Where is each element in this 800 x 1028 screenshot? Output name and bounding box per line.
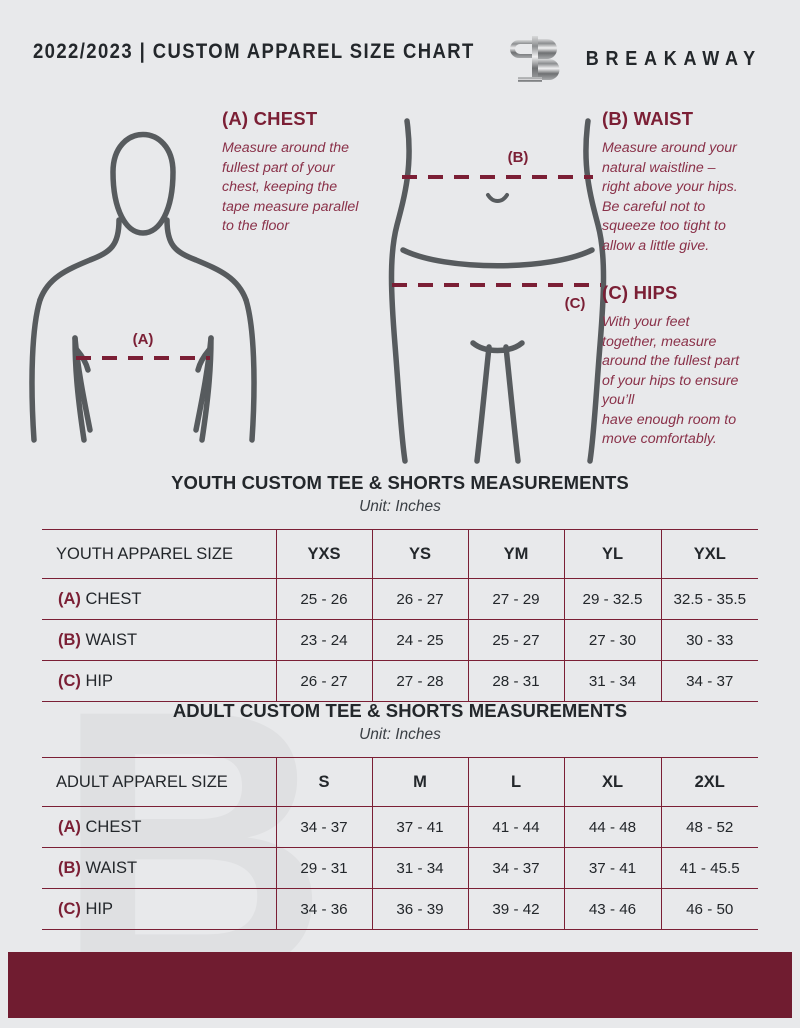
measurement-cell: 48 - 52: [660, 806, 758, 848]
measurement-cell: 26 - 27: [371, 578, 468, 620]
measurement-row-label: (A) CHEST: [42, 806, 277, 848]
measurement-cell: 34 - 37: [660, 660, 758, 702]
table-row: (C) HIP 26 - 27 27 - 28 28 - 31 31 - 34 34 - …: [42, 660, 758, 702]
measurement-tag: (C): [58, 671, 81, 690]
waist-measure-label: (B): [508, 149, 529, 166]
measurement-cell: 41 - 44: [467, 806, 564, 848]
hip-measure-label: (C): [565, 295, 586, 312]
size-column-header: L: [467, 757, 564, 807]
table-row: (C) HIP 34 - 36 36 - 39 39 - 42 43 - 46 46 - …: [42, 888, 758, 930]
measurement-cell: 29 - 31: [275, 847, 372, 889]
note-hips-body: With your feet together, measure around …: [602, 314, 740, 447]
measurement-cell: 27 - 30: [563, 619, 661, 661]
brand-name: BREAKAWAY: [586, 47, 763, 70]
note-hips: (C) HIPS With your feet together, measur…: [602, 282, 782, 450]
measurement-cell: 36 - 39: [371, 888, 468, 930]
size-column-header: YXL: [660, 529, 758, 579]
measurement-cell: 31 - 34: [371, 847, 468, 889]
measurement-row-label: (C) HIP: [42, 660, 277, 702]
measurement-cell: 34 - 37: [467, 847, 564, 889]
measurement-cell: 32.5 - 35.5: [660, 578, 758, 620]
measurement-cell: 25 - 26: [275, 578, 372, 620]
measurement-tag: (B): [58, 858, 81, 877]
measurement-cell: 24 - 25: [371, 619, 468, 661]
measurement-tag: (A): [58, 817, 81, 836]
size-column-header: XL: [563, 757, 661, 807]
size-column-header: 2XL: [660, 757, 758, 807]
measurement-cell: 34 - 37: [275, 806, 372, 848]
measurement-cell: 37 - 41: [371, 806, 468, 848]
note-hips-title: (C) HIPS: [602, 282, 678, 303]
adult-size-table: ADULT APPAREL SIZE S M L XL 2XL (A) CHEST 34 - …: [42, 757, 758, 930]
measurement-tag: (B): [58, 630, 81, 649]
measurement-tag: (C): [58, 899, 81, 918]
brand-block: BREAKAWAY: [510, 33, 772, 85]
note-waist-title: (B) WAIST: [602, 108, 694, 129]
measurement-cell: 39 - 42: [467, 888, 564, 930]
measurement-cell: 31 - 34: [563, 660, 661, 702]
youth-measurements-section: YOUTH CUSTOM TEE & SHORTS MEASUREMENTS U…: [42, 472, 758, 702]
table-row: (B) WAIST 29 - 31 31 - 34 34 - 37 37 - 41 41 …: [42, 847, 758, 889]
measurement-cell: 41 - 45.5: [660, 847, 758, 889]
note-chest-body: Measure around the fullest part of your …: [222, 140, 359, 234]
note-chest-title: (A) CHEST: [222, 108, 318, 129]
table-row: (B) WAIST 23 - 24 24 - 25 25 - 27 27 - 30 30 …: [42, 619, 758, 661]
table-header-label: YOUTH APPAREL SIZE: [42, 529, 277, 579]
table-header-row: ADULT APPAREL SIZE S M L XL 2XL: [42, 757, 758, 807]
size-column-header: S: [275, 757, 372, 807]
measurement-cell: 43 - 46: [563, 888, 661, 930]
note-waist: (B) WAIST Measure around your natural wa…: [602, 108, 777, 256]
measurement-row-label: (A) CHEST: [42, 578, 277, 620]
youth-size-table: YOUTH APPAREL SIZE YXS YS YM YL YXL (A) CHEST 2…: [42, 529, 758, 702]
adult-table-title: ADULT CUSTOM TEE & SHORTS MEASUREMENTS: [172, 700, 628, 721]
measurement-cell: 44 - 48: [563, 806, 661, 848]
measurement-cell: 37 - 41: [563, 847, 661, 889]
measurement-cell: 27 - 29: [467, 578, 564, 620]
breakaway-b-monogram-icon: [510, 36, 560, 82]
lower-body-hips-icon: (B) (C): [388, 118, 607, 464]
size-column-header: YL: [563, 529, 661, 579]
table-row: (A) CHEST 25 - 26 26 - 27 27 - 29 29 - 32.5 3…: [42, 578, 758, 620]
upper-body-torso-icon: (A): [29, 131, 257, 443]
size-column-header: YXS: [275, 529, 372, 579]
page-title: 2022/2023 | CUSTOM APPAREL SIZE CHART: [33, 40, 475, 63]
size-column-header: YS: [371, 529, 468, 579]
measurement-cell: 26 - 27: [275, 660, 372, 702]
note-waist-body: Measure around your natural waistline – …: [602, 140, 738, 254]
measurement-cell: 46 - 50: [660, 888, 758, 930]
footer-bar: [8, 952, 792, 1018]
measurement-cell: 30 - 33: [660, 619, 758, 661]
measurement-cell: 25 - 27: [467, 619, 564, 661]
measurement-tag: (A): [58, 589, 81, 608]
measurement-cell: 28 - 31: [467, 660, 564, 702]
measurement-cell: 34 - 36: [275, 888, 372, 930]
table-header-row: YOUTH APPAREL SIZE YXS YS YM YL YXL: [42, 529, 758, 579]
note-chest: (A) CHEST Measure around the fullest par…: [222, 108, 402, 237]
measurement-row-label: (C) HIP: [42, 888, 277, 930]
youth-table-title: YOUTH CUSTOM TEE & SHORTS MEASUREMENTS: [171, 472, 629, 493]
measurement-cell: 29 - 32.5: [563, 578, 661, 620]
measurement-row-label: (B) WAIST: [42, 619, 277, 661]
measurement-cell: 23 - 24: [275, 619, 372, 661]
size-column-header: YM: [467, 529, 564, 579]
measurement-cell: 27 - 28: [371, 660, 468, 702]
table-row: (A) CHEST 34 - 37 37 - 41 41 - 44 44 - 48 48 …: [42, 806, 758, 848]
table-header-label: ADULT APPAREL SIZE: [42, 757, 277, 807]
page-header: 2022/2023 | CUSTOM APPAREL SIZE CHART: [0, 0, 800, 100]
measurement-row-label: (B) WAIST: [42, 847, 277, 889]
adult-measurements-section: ADULT CUSTOM TEE & SHORTS MEASUREMENTS U…: [42, 700, 758, 930]
adult-table-unit: Unit: Inches: [359, 726, 441, 743]
size-column-header: M: [371, 757, 468, 807]
youth-table-unit: Unit: Inches: [359, 498, 441, 515]
chest-measure-label: (A): [133, 331, 154, 348]
